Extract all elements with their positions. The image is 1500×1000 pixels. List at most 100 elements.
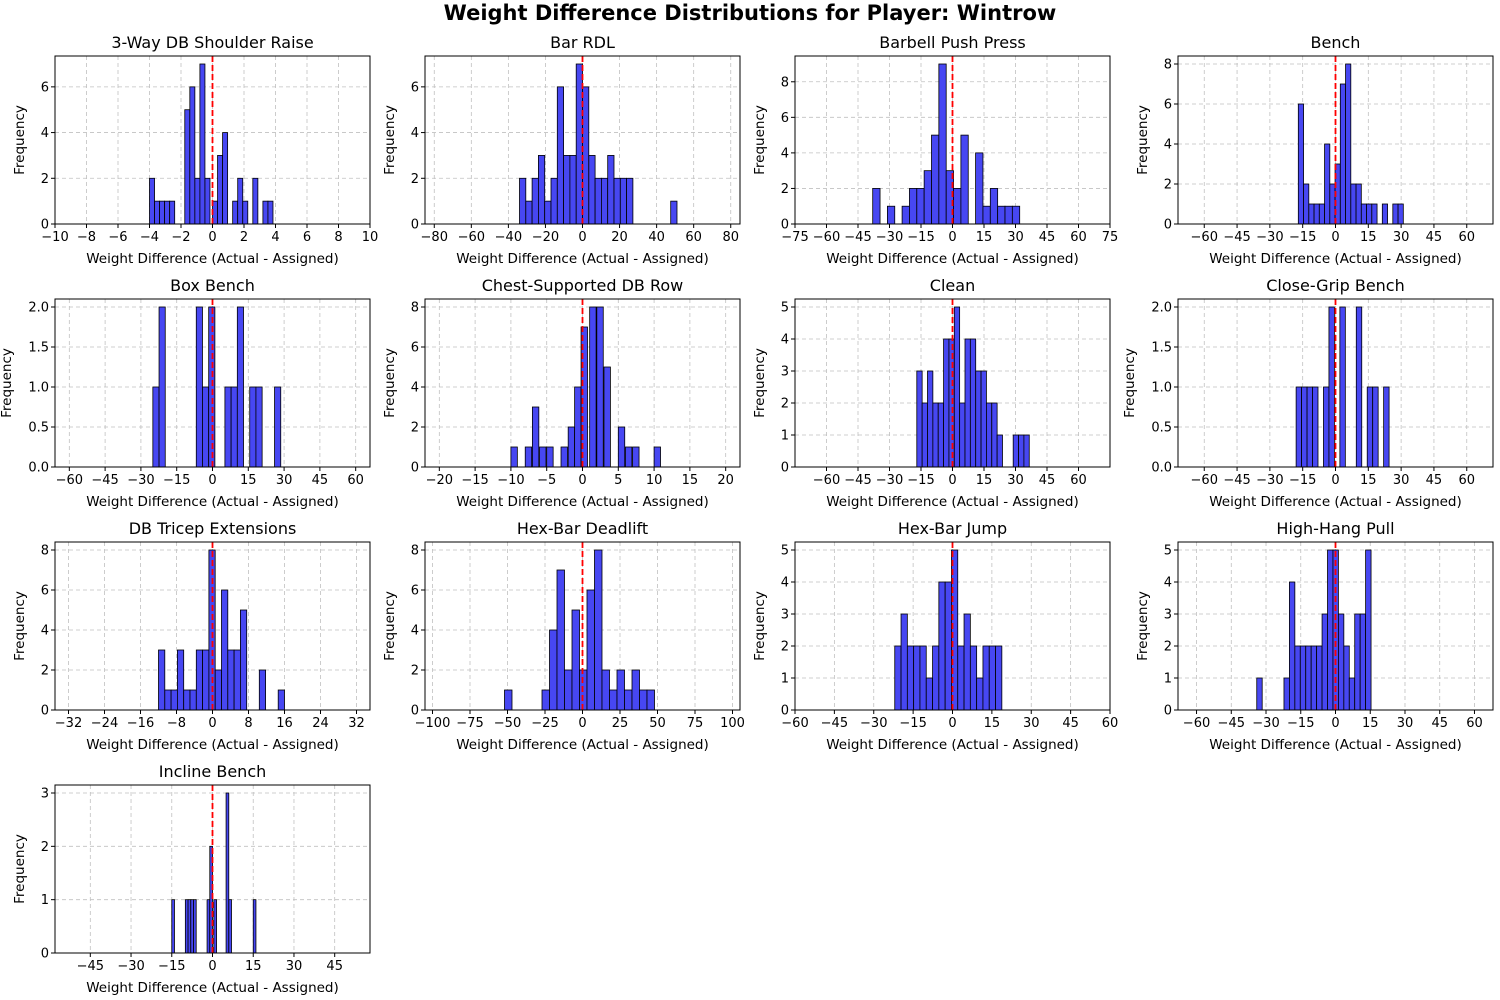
- x-tick-label: −8: [77, 230, 96, 245]
- histogram-bar: [976, 677, 984, 711]
- x-tick-label: 0: [208, 959, 216, 974]
- histogram-bar: [607, 155, 615, 225]
- histogram-bar: [1012, 434, 1019, 468]
- histogram-bar: [626, 177, 634, 225]
- histogram-bar: [262, 200, 269, 225]
- histogram-bar: [230, 386, 238, 468]
- x-tick-label: −15: [907, 473, 934, 488]
- histogram-bar: [1343, 645, 1350, 711]
- histogram-bar: [1383, 386, 1390, 468]
- histogram-bar: [202, 649, 210, 711]
- x-tick-label: 80: [722, 230, 739, 245]
- x-tick-label: 10: [646, 473, 663, 488]
- x-tick-label: −45: [821, 716, 848, 731]
- histogram-bar: [932, 402, 939, 468]
- histogram-bar: [164, 200, 171, 225]
- histogram-bar: [582, 86, 590, 225]
- x-tick-label: −45: [844, 473, 871, 488]
- x-tick-label: 0: [578, 230, 586, 245]
- histogram-bar: [564, 669, 573, 711]
- histogram-bar: [631, 669, 640, 711]
- histogram-bar: [575, 63, 583, 225]
- y-tick-label: 1.5: [1151, 341, 1172, 356]
- histogram-bar: [1392, 203, 1399, 225]
- histogram-bar: [1316, 645, 1323, 711]
- x-tick-label: −15: [163, 473, 190, 488]
- y-tick-label: 6: [1164, 98, 1172, 113]
- x-tick-label: 15: [682, 473, 699, 488]
- x-tick-label: −100: [415, 716, 451, 731]
- x-tick-label: −5: [537, 473, 556, 488]
- histogram-bar: [560, 446, 568, 468]
- histogram-bar: [1381, 203, 1388, 225]
- histogram-bar: [556, 86, 564, 225]
- histogram-bar: [1360, 203, 1367, 225]
- x-axis-label: Weight Difference (Actual - Assigned): [86, 980, 339, 996]
- histogram-bar: [1355, 183, 1362, 225]
- histogram-bar: [653, 446, 661, 468]
- x-tick-label: −10: [497, 473, 524, 488]
- histogram-bar: [531, 177, 539, 225]
- histogram-bar: [619, 177, 627, 225]
- histogram-bar: [519, 177, 527, 225]
- y-tick-label: 6: [781, 111, 789, 126]
- histogram-bar: [171, 899, 175, 954]
- histogram-bar: [1365, 549, 1372, 711]
- histogram-bar: [601, 177, 609, 225]
- histogram-bar: [1328, 306, 1335, 468]
- x-tick-label: 2: [240, 230, 248, 245]
- subplot-title: 3-Way DB Shoulder Raise: [111, 33, 313, 52]
- y-tick-label: 4: [41, 624, 49, 639]
- x-tick-label: −16: [127, 716, 154, 731]
- histogram-bar: [239, 609, 248, 711]
- histogram-bar: [996, 434, 1003, 468]
- subplot-13: −45 −30 −15 0 15 30 45 0 1 2 3 Incline Bench Weight …: [12, 762, 371, 996]
- x-tick-label: −15: [899, 716, 926, 731]
- y-tick-label: 6: [411, 341, 419, 356]
- histogram-bar: [170, 689, 178, 711]
- y-tick-label: 5: [781, 301, 789, 316]
- histogram-bar: [1295, 386, 1302, 468]
- y-axis-label: Frequency: [12, 591, 28, 661]
- histogram-bar: [594, 549, 603, 711]
- y-tick-label: 4: [411, 624, 419, 639]
- histogram-bar: [887, 205, 896, 225]
- y-axis-label: Frequency: [382, 348, 398, 418]
- y-tick-label: 2: [781, 640, 789, 655]
- histogram-bar: [574, 386, 582, 468]
- histogram-bar: [213, 899, 217, 954]
- histogram-bar: [921, 402, 928, 468]
- histogram-bar: [1348, 677, 1356, 711]
- y-tick-label: 1: [41, 893, 49, 908]
- y-tick-label: 3: [781, 365, 789, 380]
- subplot-4: −60 −45 −30 −15 0 15 30 45 60 0 2 4 6 8 Bench Weight Di…: [1135, 33, 1494, 267]
- x-tick-label: 0: [208, 473, 216, 488]
- x-tick-label: −60: [56, 473, 83, 488]
- histogram-bar: [953, 306, 961, 468]
- x-tick-label: −60: [458, 230, 485, 245]
- histogram-bar: [894, 645, 902, 711]
- histogram-bar: [913, 645, 921, 711]
- histogram-bar: [193, 899, 197, 954]
- histogram-bar: [975, 152, 984, 225]
- histogram-bar: [872, 188, 881, 225]
- x-tick-label: 0: [578, 716, 586, 731]
- subplot-1: −10 −8 −6 −4 −2 0 2 4 6 8 10 0 2 4 6 3-Way DB Shoulder …: [12, 33, 378, 267]
- x-axis-label: Weight Difference (Actual - Assigned): [86, 494, 339, 510]
- subplot-title: Incline Bench: [159, 762, 267, 781]
- x-tick-label: 45: [1431, 716, 1448, 731]
- y-axis-label: Frequency: [752, 105, 768, 175]
- x-axis-label: Weight Difference (Actual - Assigned): [826, 494, 1079, 510]
- histogram-bar: [1301, 386, 1308, 468]
- histogram-bar: [596, 306, 604, 468]
- y-tick-label: 2: [41, 172, 49, 187]
- y-tick-label: 5: [781, 544, 789, 559]
- x-tick-label: 8: [334, 230, 342, 245]
- x-tick-label: −45: [1218, 716, 1245, 731]
- histogram-bar: [1303, 183, 1310, 225]
- x-tick-label: 30: [1023, 716, 1040, 731]
- histogram-bar: [953, 188, 962, 225]
- x-tick-label: 10: [362, 230, 379, 245]
